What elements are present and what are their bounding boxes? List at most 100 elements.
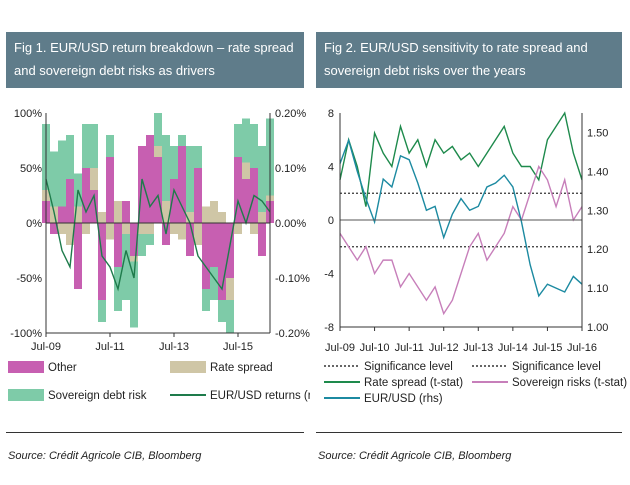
sovereign-debt-risk-band <box>242 118 250 163</box>
y-left-tick-label: 100% <box>14 108 42 120</box>
rate-spread-band <box>106 223 114 240</box>
legend-eur-usd-rhs-4: EUR/USD (rhs) <box>324 393 443 405</box>
legend-swatch <box>8 389 44 401</box>
x-tick-label: Jul-09 <box>325 342 355 354</box>
sovereign-debt-risk-band <box>98 300 106 322</box>
rate-spread-band <box>202 206 210 223</box>
sovereign-debt-risk-band <box>90 124 98 168</box>
rate-spread-band <box>258 212 266 223</box>
y-right-tick-label: 1.00 <box>587 322 608 334</box>
other-band <box>146 135 154 223</box>
legend-swatch <box>170 361 206 373</box>
x-tick-label: Jul-11 <box>95 341 124 353</box>
sovereign-debt-risk-band <box>130 261 138 328</box>
rate-spread-band <box>162 201 170 223</box>
other-band <box>178 146 186 223</box>
legend-label: Rate spread <box>210 362 273 374</box>
fig1-title: Fig 1. EUR/USD return breakdown – rate s… <box>6 32 304 88</box>
rate-spread-band <box>90 168 98 190</box>
x-tick-label: Jul-14 <box>498 342 528 354</box>
legend-label: EUR/USD (rhs) <box>364 393 443 405</box>
sovereign-debt-risk-band <box>170 146 178 179</box>
y-left-tick-label: -50% <box>16 273 42 285</box>
fig2-source-rule <box>316 432 622 433</box>
other-band <box>74 223 82 289</box>
sovereign-debt-risk-band <box>50 151 58 207</box>
fig1-source-rule <box>6 432 304 433</box>
other-band <box>218 223 226 300</box>
y-right-tick-label: 1.10 <box>587 283 608 295</box>
fig1-chart: 100% 50% 0% -50% -100% 0.20% 0.10% 0.00% -0.10% -… <box>8 108 310 402</box>
other-band <box>170 179 178 223</box>
fig2-source: Source: Crédit Agricole CIB, Bloomberg <box>318 450 512 462</box>
sovereign-debt-risk-band <box>186 146 194 212</box>
other-band <box>194 168 202 223</box>
fig2-axes: 8 4 0 -4 -8 1.50 1.40 1.30 1.20 1.10 1.00 Jul-09 Jul… <box>324 108 608 354</box>
rate-spread-band <box>250 223 258 234</box>
other-band <box>106 157 114 223</box>
fig2-chart: 8 4 0 -4 -8 1.50 1.40 1.30 1.20 1.10 1.00 Jul-09 Jul… <box>324 108 627 405</box>
rate-spread-band <box>114 201 122 223</box>
fig2-legend: Significance level Significance level Rate… <box>324 361 627 405</box>
legend-sovereign-debt-risk: Sovereign debt risk <box>8 389 147 402</box>
legend-label: Other <box>48 362 77 374</box>
sovereign-debt-risk-band <box>234 124 242 157</box>
legend-label: Significance level <box>364 361 453 373</box>
y-right-tick-label: 1.20 <box>587 244 608 256</box>
legend-sovereign-risks-t-stat-3: Sovereign risks (t-stat) <box>472 377 627 389</box>
sovereign-debt-risk-band <box>154 113 162 146</box>
other-band <box>186 223 194 256</box>
rate-spread-band <box>66 223 74 245</box>
y-left-tick-label: -8 <box>324 322 334 334</box>
y-right-tick-label: 0.10% <box>275 163 306 175</box>
other-band <box>50 223 58 234</box>
other-band <box>66 179 74 223</box>
legend-significance-level-0: Significance level <box>324 361 453 373</box>
other-band <box>90 190 98 223</box>
sovereign-debt-risk-band <box>66 135 74 179</box>
y-left-tick-label: 0 <box>328 215 334 227</box>
sovereign-debt-risk-band <box>226 300 234 333</box>
x-tick-label: Jul-15 <box>532 342 562 354</box>
x-tick-label: Jul-12 <box>429 342 459 354</box>
legend-label: EUR/USD returns (rhs) <box>210 390 310 402</box>
series-rate-spread-t-stat <box>339 111 583 207</box>
y-right-tick-label: 1.30 <box>587 205 608 217</box>
sovereign-debt-risk-band <box>146 234 154 245</box>
sovereign-debt-risk-band <box>258 146 266 212</box>
x-tick-label: Jul-15 <box>223 341 253 353</box>
x-tick-label: Jul-09 <box>31 341 61 353</box>
fig2-plot-area <box>339 111 583 316</box>
other-band <box>58 206 66 223</box>
rate-spread-band <box>154 146 162 157</box>
rate-spread-band <box>138 223 146 234</box>
y-right-tick-label: 1.50 <box>587 127 608 139</box>
series-eur-usd-returns-line <box>45 178 271 292</box>
rate-spread-band <box>98 212 106 223</box>
rate-spread-band <box>218 212 226 223</box>
y-right-tick-label: 0.00% <box>275 218 306 230</box>
rate-spread-band <box>194 223 202 245</box>
other-band <box>210 223 218 267</box>
x-tick-label: Jul-13 <box>159 341 189 353</box>
x-tick-label: Jul-11 <box>395 342 424 354</box>
other-band <box>202 223 210 289</box>
sovereign-debt-risk-band <box>194 146 202 168</box>
y-right-tick-label: -0.10% <box>275 273 310 285</box>
sovereign-debt-risk-band <box>138 234 146 256</box>
other-band <box>122 201 130 223</box>
sovereign-debt-risk-band <box>58 140 66 207</box>
fig1-source: Source: Crédit Agricole CIB, Bloomberg <box>8 450 202 462</box>
other-band <box>242 179 250 223</box>
legend-label: Rate spread (t-stat) <box>364 377 463 389</box>
sovereign-debt-risk-band <box>202 289 210 311</box>
series-sovereign-risks-t-stat <box>339 164 583 316</box>
y-left-tick-label: 0% <box>26 218 42 230</box>
rate-spread-band <box>130 256 138 262</box>
sovereign-debt-risk-band <box>178 135 186 146</box>
series-eur-usd-rhs <box>339 137 583 298</box>
legend-swatch <box>8 361 44 373</box>
other-band <box>130 223 138 256</box>
y-left-tick-label: -4 <box>324 269 334 281</box>
x-tick-label: Jul-16 <box>567 342 597 354</box>
